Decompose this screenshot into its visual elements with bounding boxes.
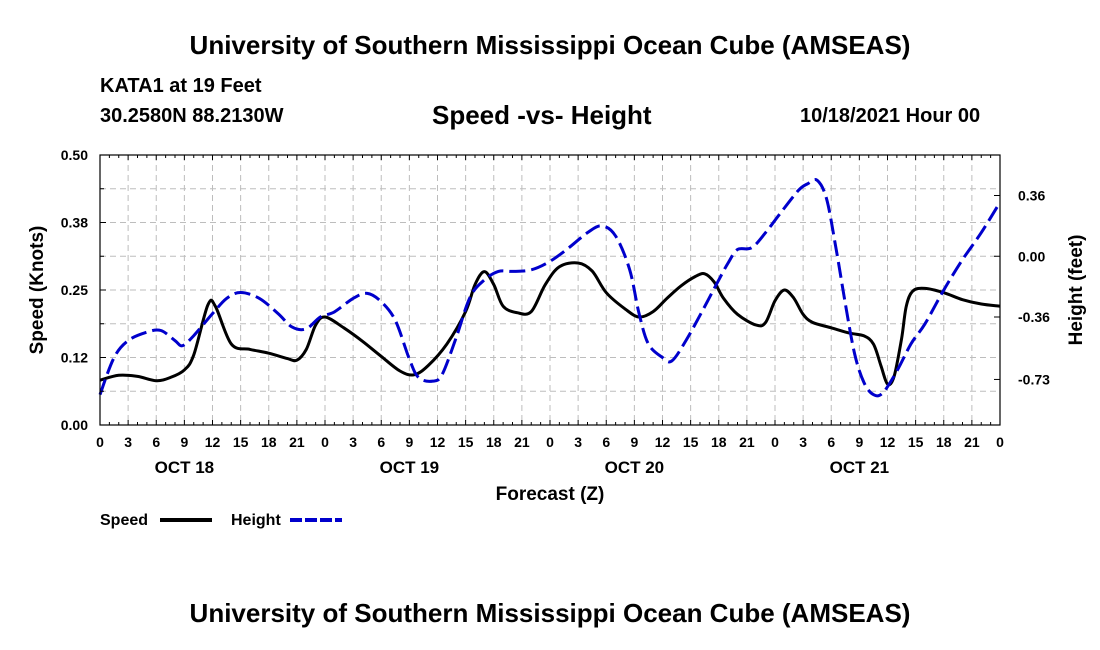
x-tick-label: 0 (771, 434, 779, 450)
left-tick-label: 0.38 (61, 215, 88, 231)
left-tick-label: 0.12 (61, 350, 88, 366)
x-tick-label: 21 (739, 434, 755, 450)
x-tick-label: 0 (996, 434, 1004, 450)
x-tick-label: 12 (430, 434, 446, 450)
x-tick-label: 9 (180, 434, 188, 450)
x-tick-label: 3 (799, 434, 807, 450)
x-tick-label: 9 (405, 434, 413, 450)
right-tick-label: -0.36 (1018, 309, 1050, 325)
x-tick-label: 21 (514, 434, 530, 450)
x-tick-label: 15 (458, 434, 474, 450)
x-tick-label: 9 (630, 434, 638, 450)
right-tick-label: 0.00 (1018, 248, 1045, 264)
series-lines (98, 178, 1002, 398)
forecast-datestamp: 10/18/2021 Hour 00 (800, 105, 981, 127)
x-day-label: OCT 18 (155, 458, 215, 477)
station-label: KATA1 at 19 Feet (100, 75, 262, 97)
right-axis-title: Height (feet) (1066, 235, 1087, 346)
left-tick-label: 0.25 (61, 282, 88, 298)
x-tick-label: 6 (602, 434, 610, 450)
series-height-line (98, 178, 1002, 398)
x-tick-label: 21 (964, 434, 980, 450)
x-tick-label: 0 (321, 434, 329, 450)
footer-title: University of Southern Mississippi Ocean… (189, 598, 911, 628)
x-tick-label: 9 (855, 434, 863, 450)
x-tick-label: 0 (546, 434, 554, 450)
x-day-label: OCT 21 (830, 458, 890, 477)
coordinates-label: 30.2580N 88.2130W (100, 105, 284, 127)
axes: 0 3 6 9 12 15 18 21 0 3 6 9 12 15 18 21 0 3 6 9 12 15 18 21 0 3 6 9… (61, 147, 1050, 477)
chart-main-title: University of Southern Mississippi Ocean… (189, 30, 911, 60)
x-tick-label: 15 (683, 434, 699, 450)
x-tick-label: 18 (936, 434, 952, 450)
series-speed-line (99, 261, 1001, 387)
x-tick-label: 18 (711, 434, 727, 450)
x-tick-label: 3 (574, 434, 582, 450)
right-tick-label: -0.73 (1018, 371, 1050, 387)
left-tick-label: 0.50 (61, 147, 88, 163)
x-tick-label: 15 (908, 434, 924, 450)
speed-height-chart: 0 3 6 9 12 15 18 21 0 3 6 9 12 15 18 21 0 3 6 9 12 15 18 21 0 3 6 9… (27, 147, 1087, 529)
x-tick-label: 12 (880, 434, 896, 450)
legend-speed-label: Speed (100, 512, 148, 529)
legend-height-label: Height (231, 512, 281, 529)
left-tick-label: 0.00 (61, 417, 88, 433)
x-tick-label: 21 (289, 434, 305, 450)
x-day-label: OCT 20 (605, 458, 665, 477)
x-tick-label: 6 (377, 434, 385, 450)
left-axis-title: Speed (Knots) (27, 226, 48, 355)
x-tick-label: 18 (486, 434, 502, 450)
x-tick-label: 6 (827, 434, 835, 450)
x-tick-label: 3 (124, 434, 132, 450)
x-tick-label: 12 (655, 434, 671, 450)
x-tick-label: 6 (152, 434, 160, 450)
x-tick-label: 0 (96, 434, 104, 450)
legend: Speed Height (100, 512, 342, 529)
right-tick-label: 0.36 (1018, 188, 1045, 204)
x-tick-label: 12 (205, 434, 221, 450)
x-axis-title: Forecast (Z) (496, 484, 605, 505)
chart-subtitle: Speed -vs- Height (432, 100, 652, 130)
x-tick-label: 15 (233, 434, 249, 450)
x-tick-label: 18 (261, 434, 277, 450)
x-day-label: OCT 19 (380, 458, 440, 477)
x-tick-label: 3 (349, 434, 357, 450)
